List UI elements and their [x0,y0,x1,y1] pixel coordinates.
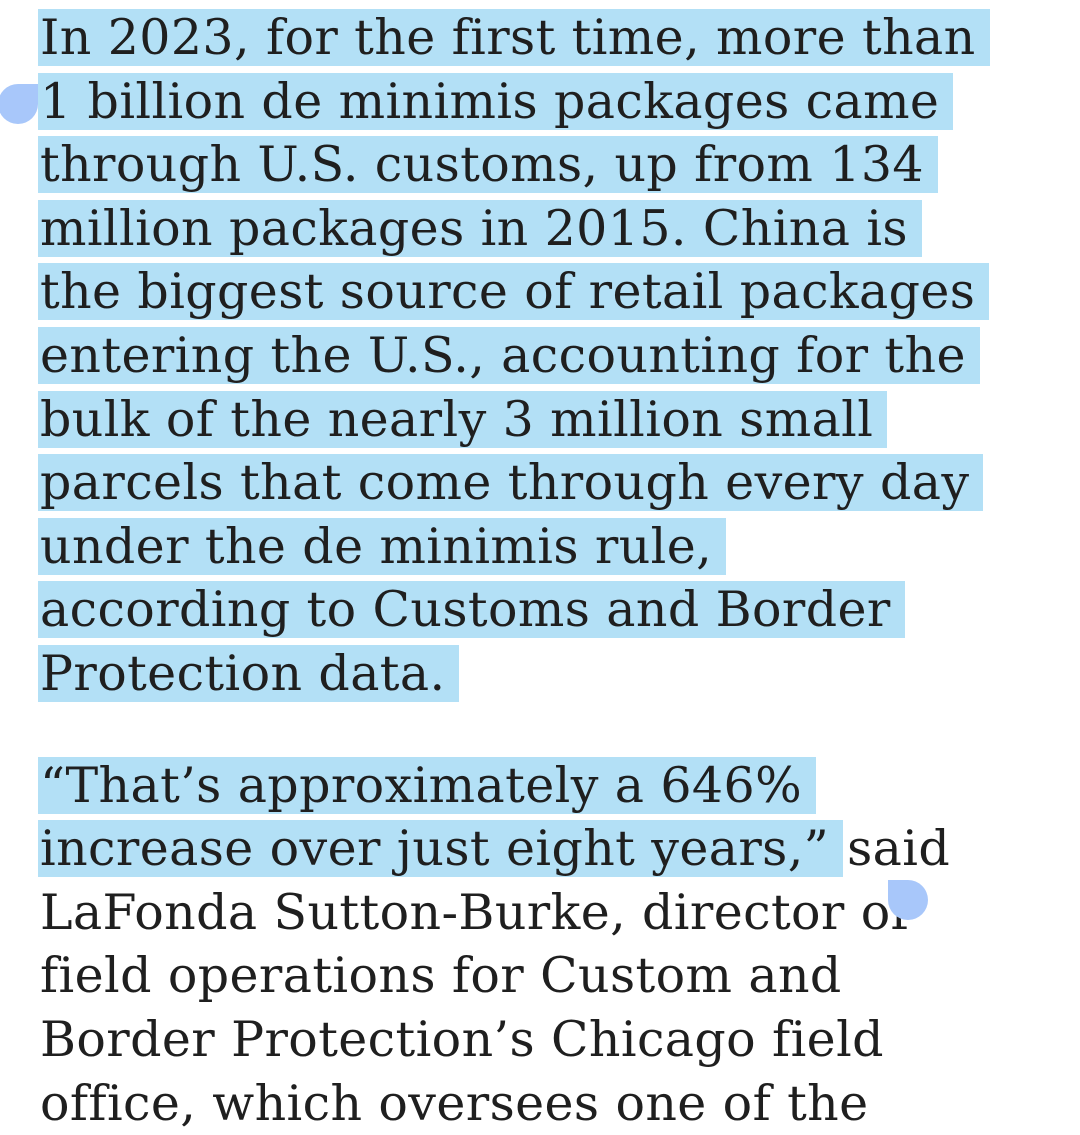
text-line: Protection data. [38,642,1060,706]
text-line: 1 billion de minimis packages came [38,70,1060,134]
paragraph-gap [40,706,1060,754]
paragraph-2[interactable]: “That’s approximately a 646% increase ov… [38,754,1060,1135]
unselected-text: Border Protection’s Chicago field [40,1010,884,1068]
selected-text[interactable]: parcels that come through every day [38,454,984,512]
selected-text[interactable]: the biggest source of retail packages [38,263,990,321]
paragraph-1[interactable]: In 2023, for the first time, more than 1… [38,6,1060,706]
selected-text[interactable]: 1 billion de minimis packages came [38,72,954,130]
selected-text[interactable]: Protection data. [38,644,460,702]
text-line: through U.S. customs, up from 134 [38,133,1060,197]
unselected-text: said [831,820,951,878]
unselected-text: LaFonda Sutton-Burke, director of [40,883,910,941]
selection-start-handle[interactable] [0,84,38,124]
unselected-text: office, which oversees one of the [40,1074,869,1132]
text-line: parcels that come through every day [38,451,1060,515]
unselected-text: field operations for Custom and [40,947,842,1005]
text-line: according to Customs and Border [38,578,1060,642]
selected-text[interactable]: increase over just eight years,” [38,820,844,878]
selected-text[interactable]: “That’s approximately a 646% [38,756,817,814]
text-line: under the de minimis rule, [38,515,1060,579]
text-line: office, which oversees one of the [40,1072,1060,1135]
selected-text[interactable]: bulk of the nearly 3 million small [38,390,888,448]
selected-text[interactable]: according to Customs and Border [38,581,905,639]
selection-end-handle[interactable] [888,880,928,920]
text-line: bulk of the nearly 3 million small [38,388,1060,452]
text-line: “That’s approximately a 646% [38,754,1060,818]
article-body: In 2023, for the first time, more than 1… [38,6,1060,1135]
text-line: increase over just eight years,” said [38,817,1060,881]
selected-text[interactable]: In 2023, for the first time, more than [38,9,990,66]
text-line: million packages in 2015. China is [38,197,1060,261]
text-line: field operations for Custom and [40,944,1060,1008]
text-line: Border Protection’s Chicago field [40,1008,1060,1072]
selected-text[interactable]: through U.S. customs, up from 134 [38,136,939,194]
text-line: LaFonda Sutton-Burke, director of [40,881,1060,945]
selected-text[interactable]: under the de minimis rule, [38,517,727,575]
text-line: the biggest source of retail packages [38,260,1060,324]
text-line: In 2023, for the first time, more than [38,6,1060,70]
selected-text[interactable]: million packages in 2015. China is [38,199,922,257]
selected-text[interactable]: entering the U.S., accounting for the [38,326,980,384]
text-line: entering the U.S., accounting for the [38,324,1060,388]
